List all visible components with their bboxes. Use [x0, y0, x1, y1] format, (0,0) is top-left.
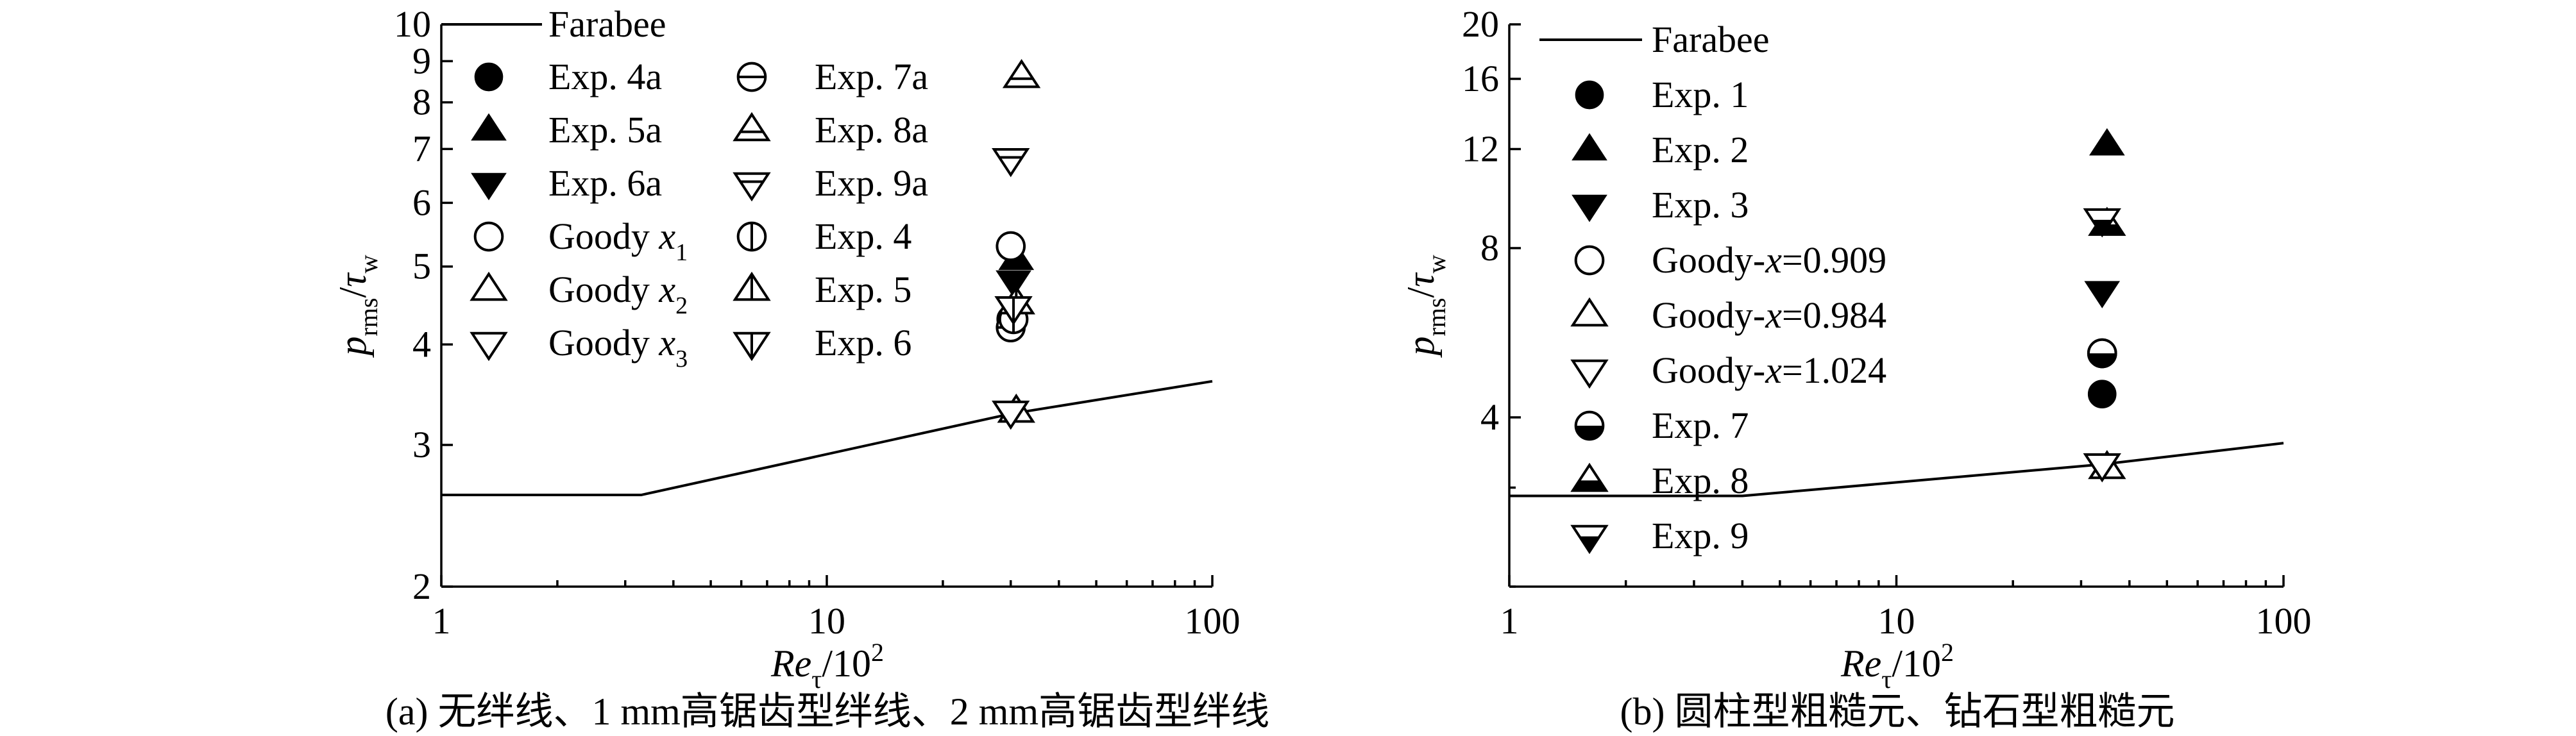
- legend-marker: [1572, 194, 1607, 222]
- legend-label: Exp. 4: [815, 215, 911, 257]
- data-point-fill: [2088, 353, 2116, 367]
- legend-curve-label: Farabee: [1652, 19, 1770, 60]
- y-tick-label: 2: [412, 565, 431, 607]
- legend-marker-fill: [1579, 536, 1600, 552]
- x-tick-label: 100: [1185, 600, 1241, 642]
- data-point: [2083, 453, 2121, 483]
- farabee-curve: [441, 380, 1213, 497]
- legend-label: Exp. 5a: [548, 109, 662, 151]
- legend-marker: [1570, 359, 1609, 389]
- x-tick-label: 10: [1878, 600, 1915, 642]
- panel-caption: (a) 无绊线、1 mm高锯齿型绊线、2 mm高锯齿型绊线: [386, 690, 1269, 733]
- y-tick-label: 4: [1480, 396, 1499, 438]
- legend-marker: [470, 331, 508, 362]
- y-tick-label: 3: [412, 424, 431, 465]
- legend-label: Goody-x=1.024: [1652, 349, 1886, 391]
- panel-a: 1 10 1002345678910Reτ/102prms/τwFarabeeExp…: [332, 3, 1269, 733]
- legend-label: Exp. 9: [1652, 515, 1749, 556]
- x-axis-label: Reτ/102: [1840, 638, 1954, 694]
- legend-marker: [473, 221, 504, 252]
- legend-label: Exp. 6: [815, 322, 911, 364]
- legend-label: Exp. 6a: [548, 162, 662, 204]
- x-tick-label: 10: [808, 600, 845, 642]
- legend-marker: [474, 62, 504, 92]
- legend-marker: [733, 172, 771, 202]
- data-points: [2083, 128, 2126, 483]
- legend-label: Exp. 5: [815, 269, 911, 310]
- legend-marker: [471, 113, 507, 141]
- data-point: [992, 147, 1030, 178]
- legend-label: Exp. 2: [1652, 129, 1749, 171]
- legend-label: Goody-x=0.984: [1652, 294, 1886, 336]
- data-point: [2084, 281, 2121, 308]
- y-tick-label: 20: [1462, 3, 1499, 45]
- legend-label: Exp. 4a: [548, 56, 662, 97]
- legend-marker: [1570, 297, 1609, 327]
- y-tick-label: 6: [412, 181, 431, 223]
- y-tick-label: 7: [412, 128, 431, 169]
- y-tick-label: 16: [1462, 58, 1499, 99]
- y-tick-label: 5: [412, 246, 431, 287]
- x-tick-label: 100: [2256, 600, 2312, 642]
- y-axis-label: prms/τw: [332, 255, 383, 358]
- legend-curve-label: Farabee: [548, 3, 666, 45]
- data-point-fill: [2092, 219, 2112, 235]
- y-tick-label: 8: [1480, 227, 1499, 269]
- legend-label: Exp. 8: [1652, 460, 1749, 501]
- legend-label: Exp. 8a: [815, 109, 928, 151]
- legend-label: Goody-x=0.909: [1652, 239, 1886, 281]
- y-tick-label: 8: [412, 81, 431, 123]
- legend-marker-fill: [1575, 426, 1604, 440]
- legend-marker: [1572, 133, 1607, 161]
- data-points: [992, 58, 1041, 430]
- legend-marker: [1574, 245, 1605, 276]
- legend-marker: [470, 271, 508, 301]
- legend-marker: [471, 172, 507, 201]
- legend-marker-fill: [1573, 480, 1606, 491]
- legend-label: Exp. 7: [1652, 405, 1749, 446]
- legend-label: Goody x2: [548, 269, 688, 319]
- legend-label: Exp. 9a: [815, 162, 928, 204]
- farabee-curve: [1509, 442, 2284, 498]
- panel-caption: (b) 圆柱型粗糙元、钻石型粗糙元: [1620, 690, 2175, 733]
- x-axis-label: Reτ/102: [770, 638, 884, 694]
- x-tick-label: 1: [432, 600, 451, 642]
- data-point: [2087, 380, 2117, 409]
- y-tick-label: 9: [412, 40, 431, 81]
- x-tick-label: 1: [1500, 600, 1519, 642]
- legend-label: Goody x3: [548, 322, 688, 372]
- y-tick-label: 4: [412, 323, 431, 365]
- data-point: [2089, 128, 2125, 156]
- y-axis-label: prms/τw: [1400, 255, 1451, 358]
- legend-label: Goody x1: [548, 215, 688, 266]
- legend-label: Exp. 1: [1652, 74, 1749, 115]
- y-tick-label: 12: [1462, 128, 1499, 170]
- data-point: [996, 270, 1031, 298]
- legend-marker: [1575, 80, 1604, 110]
- legend-label: Exp. 3: [1652, 184, 1749, 226]
- legend: Farabee Exp. 1 Exp. 2 Exp. 3 Goody-x=0.909 Go…: [1539, 19, 1886, 556]
- legend-label: Exp. 7a: [815, 56, 928, 97]
- data-point: [1002, 58, 1041, 88]
- panel-b: 1 10 100 4 8 12 16 20 Reτ/102 prms/τw Farabee Exp. …: [1400, 3, 2312, 733]
- y-tick-label: 10: [394, 3, 431, 45]
- data-point: [996, 231, 1026, 262]
- data-point: [992, 400, 1030, 430]
- legend-marker: [733, 112, 771, 142]
